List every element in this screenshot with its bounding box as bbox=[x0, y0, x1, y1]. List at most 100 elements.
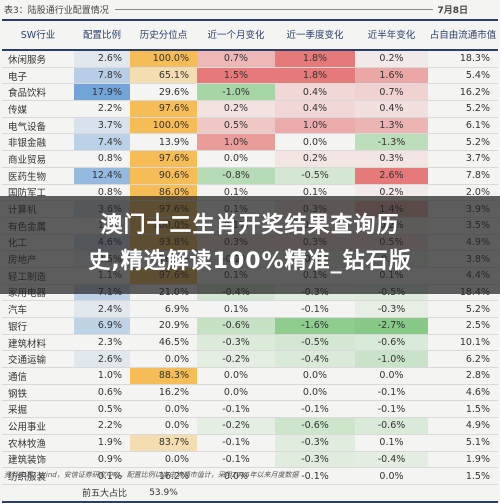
data-cell: 5.2% bbox=[428, 133, 498, 152]
data-cell: 0.0% bbox=[197, 150, 275, 168]
data-cell: 2.2% bbox=[74, 100, 130, 118]
data-cell: 2.3% bbox=[74, 334, 130, 352]
data-cell: 0.0% bbox=[197, 367, 275, 385]
data-cell: -0.3% bbox=[275, 434, 355, 452]
data-cell: 0.1% bbox=[197, 300, 275, 318]
watermark-line-2: 史,精选解读100%精准_钻石版 bbox=[88, 249, 412, 274]
data-cell: 0.0% bbox=[130, 451, 197, 469]
data-cell: 6.1% bbox=[428, 117, 498, 135]
data-cell: 2.6% bbox=[74, 50, 130, 68]
table-row: 建筑材料 2.3% 46.5% -0.3% -0.5% -0.6% 10.1% bbox=[2, 334, 498, 352]
data-cell: 0.0% bbox=[130, 350, 197, 369]
data-cell: 6.9% bbox=[130, 300, 197, 318]
industry-name: 休闲服务 bbox=[2, 50, 74, 68]
industry-name: 通信 bbox=[2, 367, 74, 385]
table-row: 电气设备 3.7% 100.0% 0.5% 1.0% 1.3% 6.1% bbox=[2, 117, 498, 135]
column-header: 近半年变化 bbox=[355, 19, 428, 51]
table-header-row: SW行业 配置比例 历史分位点 近一个月变化 近一季度变化 近半年变化 占自由流通市值 bbox=[2, 19, 498, 51]
data-cell: 100.0% bbox=[130, 50, 197, 68]
data-cell: 0.4% bbox=[275, 100, 355, 118]
data-cell: -0.3% bbox=[197, 334, 275, 352]
industry-name: 农林牧渔 bbox=[2, 434, 74, 452]
column-header: 近一季度变化 bbox=[275, 19, 355, 51]
data-cell: -0.1% bbox=[197, 400, 275, 419]
data-cell: 4.6% bbox=[428, 384, 498, 402]
data-cell: 7.4% bbox=[74, 133, 130, 152]
data-cell: -0.1% bbox=[197, 451, 275, 469]
data-cell: 97.6% bbox=[130, 100, 197, 118]
data-cell: 0.0% bbox=[275, 367, 355, 385]
data-cell: 46.5% bbox=[130, 334, 197, 352]
data-cell: -0.5% bbox=[275, 334, 355, 352]
data-cell: 97.6% bbox=[130, 150, 197, 168]
data-cell: -1.6% bbox=[275, 317, 355, 335]
column-header: 近一个月变化 bbox=[197, 19, 275, 51]
data-cell: 2.8% bbox=[428, 367, 498, 385]
summary-row: 前五大占比 53.9% bbox=[2, 484, 498, 503]
data-cell: -0.1% bbox=[275, 467, 355, 485]
data-cell: 0.0% bbox=[197, 384, 275, 402]
data-cell: 6.2% bbox=[428, 350, 498, 369]
data-cell: -2.7% bbox=[355, 317, 428, 335]
table-row: 纺织服装 0.1% 16.2% 0.0% -0.1% 0.0% 1.5% bbox=[2, 467, 498, 485]
data-cell: -0.5% bbox=[275, 167, 355, 185]
table-row: 钢铁 0.6% 16.2% 0.0% 0.0% -0.1% 4.6% bbox=[2, 384, 498, 402]
table-row: 医药生物 12.4% 90.6% -0.8% -0.5% 2.6% 7.8% bbox=[2, 167, 498, 185]
data-cell: 1.9% bbox=[74, 434, 130, 452]
data-cell: -0.8% bbox=[197, 167, 275, 185]
data-cell: 17.9% bbox=[74, 83, 130, 102]
data-cell: 7.8% bbox=[74, 67, 130, 85]
data-cell: 1.5% bbox=[428, 467, 498, 485]
table-row: 采掘 0.5% 0.0% -0.1% -0.1% -0.1% 1.5% bbox=[2, 400, 498, 419]
data-cell: -0.3% bbox=[355, 300, 428, 318]
data-cell: -0.4% bbox=[275, 350, 355, 369]
industry-name: 食品饮料 bbox=[2, 83, 74, 102]
data-cell: -0.1% bbox=[355, 400, 428, 419]
data-cell: 0.0% bbox=[130, 400, 197, 419]
data-cell: 7.8% bbox=[428, 167, 498, 185]
data-cell: 18.3% bbox=[428, 50, 498, 68]
data-cell: 0.4% bbox=[275, 83, 355, 102]
table-row: 汽车 2.4% 6.9% 0.1% -0.1% -0.3% 5.2% bbox=[2, 300, 498, 318]
source-footnote: 资料来源：Wind，安信证券研究中心，配置比例以自由流通市值计，采用2016年以… bbox=[4, 471, 299, 479]
table-row: 休闲服务 2.6% 100.0% 0.7% 1.8% 0.2% 18.3% bbox=[2, 50, 498, 68]
industry-name: 交通运输 bbox=[2, 350, 74, 369]
data-cell: 0.0% bbox=[275, 384, 355, 402]
data-cell: 16.2% bbox=[130, 467, 197, 485]
industry-name: 电子 bbox=[2, 67, 74, 85]
data-cell: -0.6% bbox=[275, 417, 355, 435]
data-cell: 4.9% bbox=[428, 417, 498, 435]
data-cell: 1.9% bbox=[428, 451, 498, 469]
table-row: 非银金融 7.4% 13.9% 1.0% 0.0% -1.3% 5.2% bbox=[2, 133, 498, 152]
data-cell: 0.7% bbox=[355, 83, 428, 102]
title-divider bbox=[114, 8, 434, 10]
data-cell: 1.0% bbox=[197, 133, 275, 152]
data-cell: 2.6% bbox=[355, 167, 428, 185]
summary-empty-cell bbox=[428, 484, 498, 503]
industry-name: 银行 bbox=[2, 317, 74, 335]
table-title-row: 表3： 陆股通行业配置情况 7月8日 bbox=[0, 0, 500, 18]
data-cell: 1.6% bbox=[355, 67, 428, 85]
data-cell: 5.2% bbox=[428, 100, 498, 118]
industry-name: 汽车 bbox=[2, 300, 74, 318]
data-cell: -0.3% bbox=[275, 451, 355, 469]
data-cell: 20.9% bbox=[130, 317, 197, 335]
data-cell: 88.3% bbox=[130, 367, 197, 385]
industry-name: 电气设备 bbox=[2, 117, 74, 135]
data-cell: 0.7% bbox=[197, 50, 275, 68]
data-cell: 29.6% bbox=[130, 83, 197, 102]
industry-name: 钢铁 bbox=[2, 384, 74, 402]
table-row: 食品饮料 17.9% 29.6% -1.0% 0.4% 0.7% 16.2% bbox=[2, 83, 498, 102]
data-cell: 0.2% bbox=[197, 100, 275, 118]
data-cell: 2.5% bbox=[428, 317, 498, 335]
industry-name: 建筑材料 bbox=[2, 334, 74, 352]
data-cell: 13.9% bbox=[130, 133, 197, 152]
data-cell: 1.8% bbox=[275, 67, 355, 85]
data-cell: 2.6% bbox=[74, 350, 130, 369]
data-cell: 0.0% bbox=[197, 467, 275, 485]
data-cell: 5.4% bbox=[428, 67, 498, 85]
data-cell: 3.7% bbox=[428, 150, 498, 168]
data-cell: 16.2% bbox=[428, 83, 498, 102]
summary-empty-cell bbox=[355, 484, 428, 503]
data-cell: 0.2% bbox=[355, 50, 428, 68]
